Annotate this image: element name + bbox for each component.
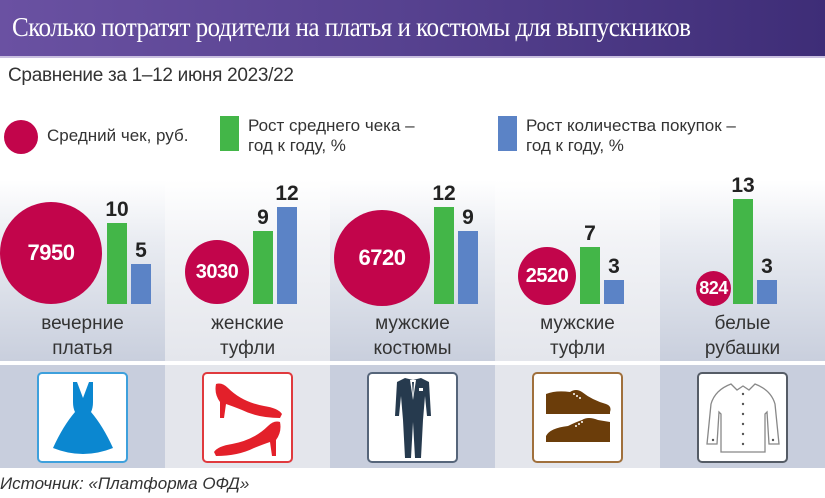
legend-circle-icon <box>4 120 38 154</box>
avg-check-bubble: 6720 <box>334 210 430 306</box>
chart-title: Сколько потратят родители на платья и ко… <box>12 12 691 42</box>
icon-cell-white-shirts <box>660 365 825 468</box>
purchases-growth-bar <box>131 264 151 304</box>
purchases-growth-bar <box>277 207 297 304</box>
legend-label: Рост количества покупок – год к году, % <box>526 116 736 155</box>
avg-check-bubble: 2520 <box>518 247 576 305</box>
purchases-growth-bar <box>604 280 624 304</box>
icon-cell-women-shoes <box>165 365 330 468</box>
avg-check-bubble: 3030 <box>185 240 249 304</box>
check-growth-bar <box>253 231 273 304</box>
check-growth-bar <box>434 207 454 304</box>
icon-cell-men-shoes <box>495 365 660 468</box>
shirt-icon <box>697 372 788 463</box>
legend-item-check-growth: Рост среднего чека – год к году, % <box>220 116 415 156</box>
purchases-growth-bar <box>757 280 777 304</box>
check-growth-value: 9 <box>257 206 269 229</box>
category-column-evening-dresses: 7950 10 5 вечерние платья <box>0 180 165 361</box>
category-column-men-shoes: 2520 7 3 мужские туфли <box>495 180 660 361</box>
category-column-men-suits: 6720 12 9 мужские костюмы <box>330 180 495 361</box>
title-band: Сколько потратят родители на платья и ко… <box>0 0 825 58</box>
icon-cell-men-suits <box>330 365 495 468</box>
women-shoes-icon <box>202 372 293 463</box>
category-column-white-shirts: 824 13 3 белые рубашки <box>660 174 825 361</box>
legend-label: Средний чек, руб. <box>47 126 189 145</box>
men-shoes-icon <box>532 372 623 463</box>
purchases-growth-bar <box>458 231 478 304</box>
chart-subtitle: Сравнение за 1–12 июня 2023/22 <box>8 65 294 86</box>
dress-icon <box>37 372 128 463</box>
check-growth-value: 13 <box>731 174 755 197</box>
purchases-growth-value: 9 <box>462 206 474 229</box>
purchases-growth-value: 3 <box>608 255 620 278</box>
category-label: женские туфли <box>211 313 284 359</box>
legend-label: Рост среднего чека – год к году, % <box>248 116 415 155</box>
category-label: мужские туфли <box>540 313 615 359</box>
legend-blue-square-icon <box>498 116 517 151</box>
check-growth-bar <box>580 247 600 304</box>
avg-check-bubble: 7950 <box>0 202 102 304</box>
check-growth-bar <box>733 199 753 304</box>
category-label: мужские костюмы <box>373 313 452 359</box>
category-column-women-shoes: 3030 9 12 женские туфли <box>165 180 330 361</box>
icon-cell-evening-dresses <box>0 365 165 468</box>
purchases-growth-value: 3 <box>761 255 773 278</box>
category-label: вечерние платья <box>41 313 124 359</box>
avg-check-bubble: 824 <box>696 271 731 306</box>
check-growth-value: 7 <box>584 222 596 245</box>
purchases-growth-value: 12 <box>275 182 299 205</box>
check-growth-bar <box>107 223 127 304</box>
legend-item-purchases-growth: Рост количества покупок – год к году, % <box>498 116 736 156</box>
purchases-growth-value: 5 <box>135 239 147 262</box>
legend-green-square-icon <box>220 116 239 151</box>
check-growth-value: 10 <box>105 198 129 221</box>
legend-item-avg-check: Средний чек, руб. <box>4 118 188 154</box>
suit-icon <box>367 372 458 463</box>
category-label: белые рубашки <box>704 313 781 359</box>
source-note: Источник: «Платформа ОФД» <box>0 474 250 493</box>
check-growth-value: 12 <box>432 182 456 205</box>
